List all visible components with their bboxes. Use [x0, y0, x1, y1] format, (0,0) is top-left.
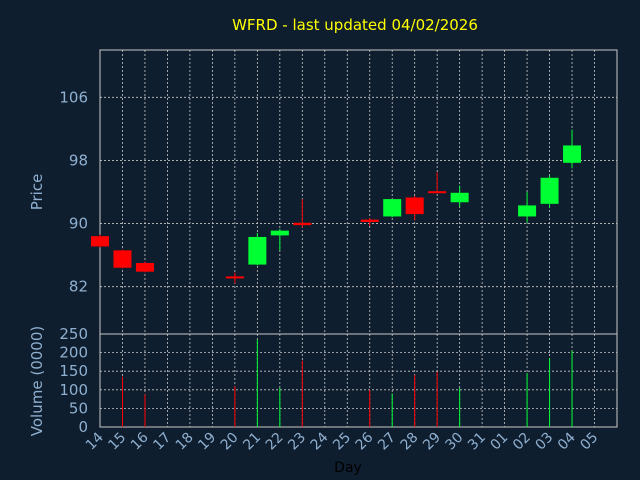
x-tick-label: 18	[173, 430, 197, 454]
price-tick-label: 98	[69, 151, 88, 169]
x-tick-label: 26	[353, 429, 377, 453]
volume-plot-frame	[99, 333, 618, 428]
price-panel: 82 90 98 106	[59, 49, 618, 335]
volume-tick-label: 250	[59, 325, 88, 343]
chart-title: WFRD - last updated 04/02/2026	[232, 16, 478, 34]
x-tick-label: 16	[128, 429, 152, 453]
candle-body	[383, 199, 402, 217]
x-tick-label: 23	[285, 430, 309, 454]
volume-tick-label: 100	[59, 381, 88, 399]
x-tick-label: 29	[420, 430, 444, 454]
x-tick-label: 31	[465, 430, 489, 454]
candle-body	[428, 191, 447, 194]
volume-tick-label: 150	[59, 362, 88, 380]
x-tick-label: 15	[105, 430, 129, 454]
price-tick-label: 106	[59, 88, 88, 106]
candle-body	[540, 177, 559, 204]
x-tick-label: 24	[308, 429, 332, 453]
candle-body	[563, 145, 582, 163]
price-axis-label: Price	[28, 174, 46, 211]
x-tick-label: 01	[488, 430, 512, 454]
volume-tick-label: 50	[69, 399, 88, 417]
price-tick-label: 82	[69, 278, 88, 296]
candle-body	[518, 205, 537, 217]
x-tick-label: 28	[398, 430, 422, 454]
candle-body	[360, 219, 379, 222]
price-plot-frame	[99, 49, 618, 335]
x-tick-label: 02	[510, 430, 534, 454]
x-tick-label: 05	[577, 430, 601, 454]
volume-panel: 1415161718192021222324252627282930310102…	[59, 325, 618, 454]
candle-body	[225, 276, 244, 279]
volume-tick-label: 200	[59, 344, 88, 362]
x-tick-label: 27	[375, 430, 399, 454]
x-tick-label: 19	[195, 430, 219, 454]
x-tick-label: 22	[263, 430, 287, 454]
x-tick-label: 20	[218, 430, 242, 454]
volume-tick-label: 0	[78, 418, 88, 436]
candle-body	[450, 192, 469, 203]
candle-body	[270, 230, 289, 236]
x-tick-label: 03	[532, 430, 556, 454]
x-tick-label: 25	[330, 430, 354, 454]
candle-body	[293, 222, 312, 226]
x-tick-label: 17	[150, 430, 174, 454]
volume-axis-label: Volume (0000)	[28, 326, 46, 436]
x-tick-label: 30	[443, 430, 467, 454]
candle-body	[91, 236, 109, 247]
candle-body	[135, 263, 154, 272]
candle-body	[405, 197, 424, 215]
candle-body	[113, 250, 132, 268]
candle-body	[248, 236, 267, 265]
x-axis-label: Day	[334, 460, 362, 476]
x-tick-label: 04	[555, 429, 579, 453]
x-tick-label: 21	[240, 430, 264, 454]
price-tick-label: 90	[69, 215, 88, 233]
